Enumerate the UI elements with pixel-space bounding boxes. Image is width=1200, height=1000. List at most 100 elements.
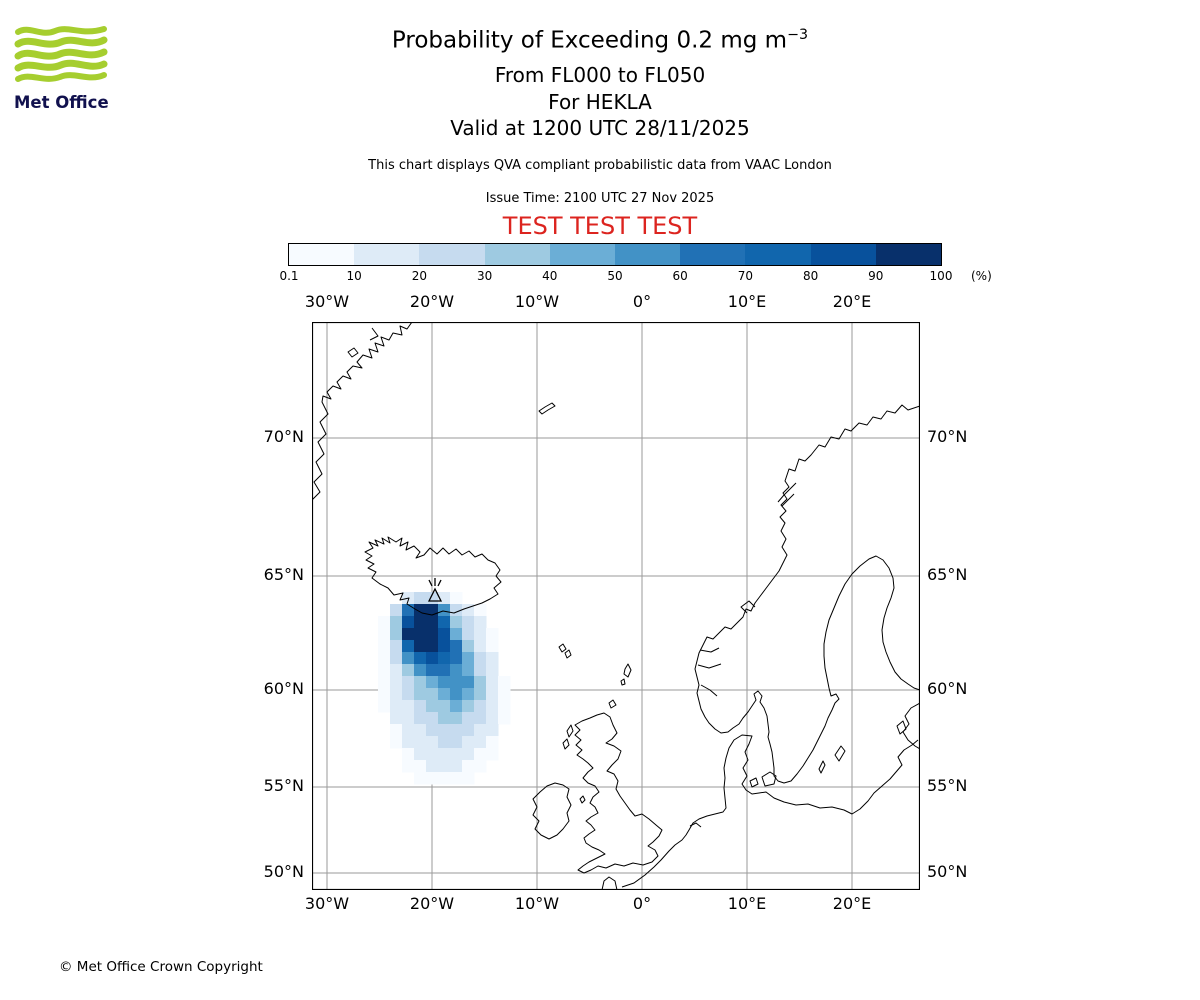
plume-cell xyxy=(450,664,463,677)
colorbar-tick-label: 50 xyxy=(607,269,623,283)
plume-cell xyxy=(426,772,439,785)
plume-cell xyxy=(426,688,439,701)
plume-cell xyxy=(414,772,427,785)
plume-cell xyxy=(402,640,415,653)
plume-cell xyxy=(450,616,463,629)
met-office-logo: Met Office xyxy=(14,22,109,120)
plume-cell xyxy=(486,736,499,749)
logo-wordmark: Met Office xyxy=(14,93,108,112)
plume-cell xyxy=(450,736,463,749)
lat-label-right: 50°N xyxy=(927,862,968,881)
colorbar-tick-label: 30 xyxy=(476,269,493,283)
plume-cell xyxy=(402,736,415,749)
lat-label-right: 60°N xyxy=(927,679,968,698)
plume-cell xyxy=(426,712,439,725)
plume-cell xyxy=(474,736,487,749)
plume-cell xyxy=(402,604,415,617)
map xyxy=(312,322,920,890)
plume-cell xyxy=(390,664,403,677)
plume-cell xyxy=(438,604,451,617)
plume-cell xyxy=(450,628,463,641)
page-title: Probability of Exceeding 0.2 mg m−3 xyxy=(0,27,1200,54)
colorbar-segment xyxy=(810,244,876,265)
colorbar-segment xyxy=(875,244,942,265)
plume-cell xyxy=(462,736,475,749)
plume-cell xyxy=(486,748,499,761)
plume-cell xyxy=(426,724,439,737)
lon-label-bottom: 10°E xyxy=(727,894,767,913)
plume-cell xyxy=(378,652,391,665)
colorbar-tick-label: 20 xyxy=(411,269,428,283)
plume-cell xyxy=(450,652,463,665)
plume-cell xyxy=(474,604,487,617)
plume-cell xyxy=(438,700,451,713)
plume-cell xyxy=(438,640,451,653)
plume-cell xyxy=(378,664,391,677)
flight-level-range: From FL000 to FL050 xyxy=(494,63,706,87)
plume-cell xyxy=(474,688,487,701)
plume-cell xyxy=(450,700,463,713)
plume-cell xyxy=(414,688,427,701)
plume-cell xyxy=(390,736,403,749)
colorbar-segment xyxy=(484,244,550,265)
plume-cell xyxy=(414,760,427,773)
plume-cell xyxy=(498,700,511,713)
colorbar-tick-label: 80 xyxy=(802,269,819,283)
plume-cell xyxy=(438,748,451,761)
plume-cell xyxy=(378,700,391,713)
valid-time-subtitle: Valid at 1200 UTC 28/11/2025 xyxy=(450,116,750,140)
lon-label-bottom: 0° xyxy=(632,894,652,913)
colorbar-segment xyxy=(680,244,746,265)
plume-cell xyxy=(414,676,427,689)
plume-cell xyxy=(462,700,475,713)
plume-cell xyxy=(438,772,451,785)
page-title-text: Probability of Exceeding 0.2 mg m xyxy=(391,27,788,54)
plume-cell xyxy=(486,724,499,737)
logo-waves xyxy=(14,26,108,82)
colorbar-segment xyxy=(419,244,485,265)
plume-cell xyxy=(414,748,427,761)
colorbar-tick-label: 90 xyxy=(868,269,884,283)
plume-cell xyxy=(402,688,415,701)
plume-cell xyxy=(390,688,403,701)
lon-label-top: 20°E xyxy=(832,292,872,311)
plume-cell xyxy=(486,640,499,653)
plume-cell xyxy=(462,664,475,677)
plume-cell xyxy=(426,664,439,677)
plume-cell xyxy=(474,652,487,665)
plume-cell xyxy=(450,676,463,689)
plume-cell xyxy=(390,712,403,725)
colorbar-tick-label: 70 xyxy=(737,269,754,283)
plume-cell xyxy=(486,628,499,641)
plume-cell xyxy=(438,760,451,773)
plume-cell xyxy=(438,688,451,701)
plume-cell xyxy=(438,664,451,677)
colorbar-segment xyxy=(354,244,420,265)
plume-cell xyxy=(450,604,463,617)
ash-plume-layer xyxy=(378,592,511,785)
plume-cell xyxy=(402,676,415,689)
colorbar-tick-label: 60 xyxy=(672,269,688,283)
plume-cell xyxy=(390,652,403,665)
lon-label-top: 10°E xyxy=(727,292,767,311)
plume-cell xyxy=(378,688,391,701)
lat-label-left: 50°N xyxy=(263,862,304,881)
plume-cell xyxy=(462,652,475,665)
test-banner: TEST TEST TEST xyxy=(502,212,698,240)
colorbar-unit-label: (%) xyxy=(971,269,992,283)
plume-cell xyxy=(462,616,475,629)
plume-cell xyxy=(414,736,427,749)
plume-cell xyxy=(438,616,451,629)
plume-cell xyxy=(474,748,487,761)
plume-cell xyxy=(402,724,415,737)
plume-cell xyxy=(402,628,415,641)
lon-label-top: 10°W xyxy=(514,292,560,311)
plume-cell xyxy=(462,748,475,761)
lat-label-left: 60°N xyxy=(263,679,304,698)
lon-label-bottom: 30°W xyxy=(304,894,350,913)
plume-cell xyxy=(498,688,511,701)
colorbar-segment xyxy=(745,244,811,265)
plume-cell xyxy=(462,712,475,725)
plume-cell xyxy=(462,760,475,773)
plume-cell xyxy=(450,772,463,785)
